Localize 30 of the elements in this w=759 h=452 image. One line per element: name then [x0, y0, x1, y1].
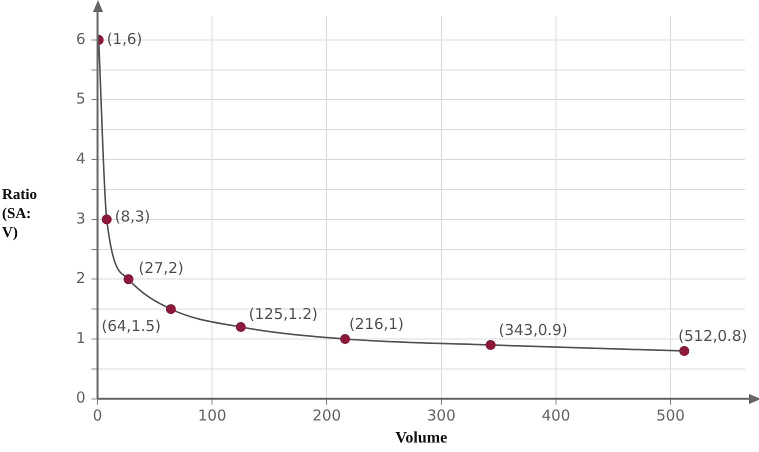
annotation: (216,1) [349, 314, 404, 333]
point [102, 214, 112, 224]
point [340, 334, 350, 344]
point [166, 304, 176, 314]
y-tick-label: 6 [76, 30, 86, 48]
annotation: (64,1.5) [101, 316, 161, 335]
y-tick-label: 2 [76, 269, 86, 288]
x-axis-title: Volume [395, 430, 448, 447]
point [123, 274, 134, 284]
x-tick-label: 0 [92, 406, 102, 425]
annotation: (8,3) [114, 207, 150, 226]
y-axis-title: Ratio (SA: V) [2, 186, 38, 243]
annotation: (512,0.8) [678, 326, 748, 345]
annotation: (343,0.9) [498, 320, 568, 339]
y-tick-label: 1 [76, 328, 86, 347]
x-tick-label: 500 [656, 406, 685, 425]
x-tick-label: 200 [312, 406, 342, 425]
point [679, 346, 690, 356]
y-tick-label: 5 [76, 90, 86, 108]
x-tick-label: 100 [198, 406, 226, 425]
y-tick-label: 3 [76, 209, 86, 228]
y-tick-label: 0 [76, 388, 86, 407]
y-tick-label: 4 [76, 149, 86, 168]
x-tick-label: 300 [427, 406, 456, 425]
point [236, 322, 246, 332]
x-tick-label: 400 [542, 406, 570, 425]
annotation: (1,6) [106, 30, 142, 48]
annotation: (27,2) [138, 259, 184, 278]
point [486, 340, 496, 350]
annotation: (125,1.2) [248, 304, 318, 323]
